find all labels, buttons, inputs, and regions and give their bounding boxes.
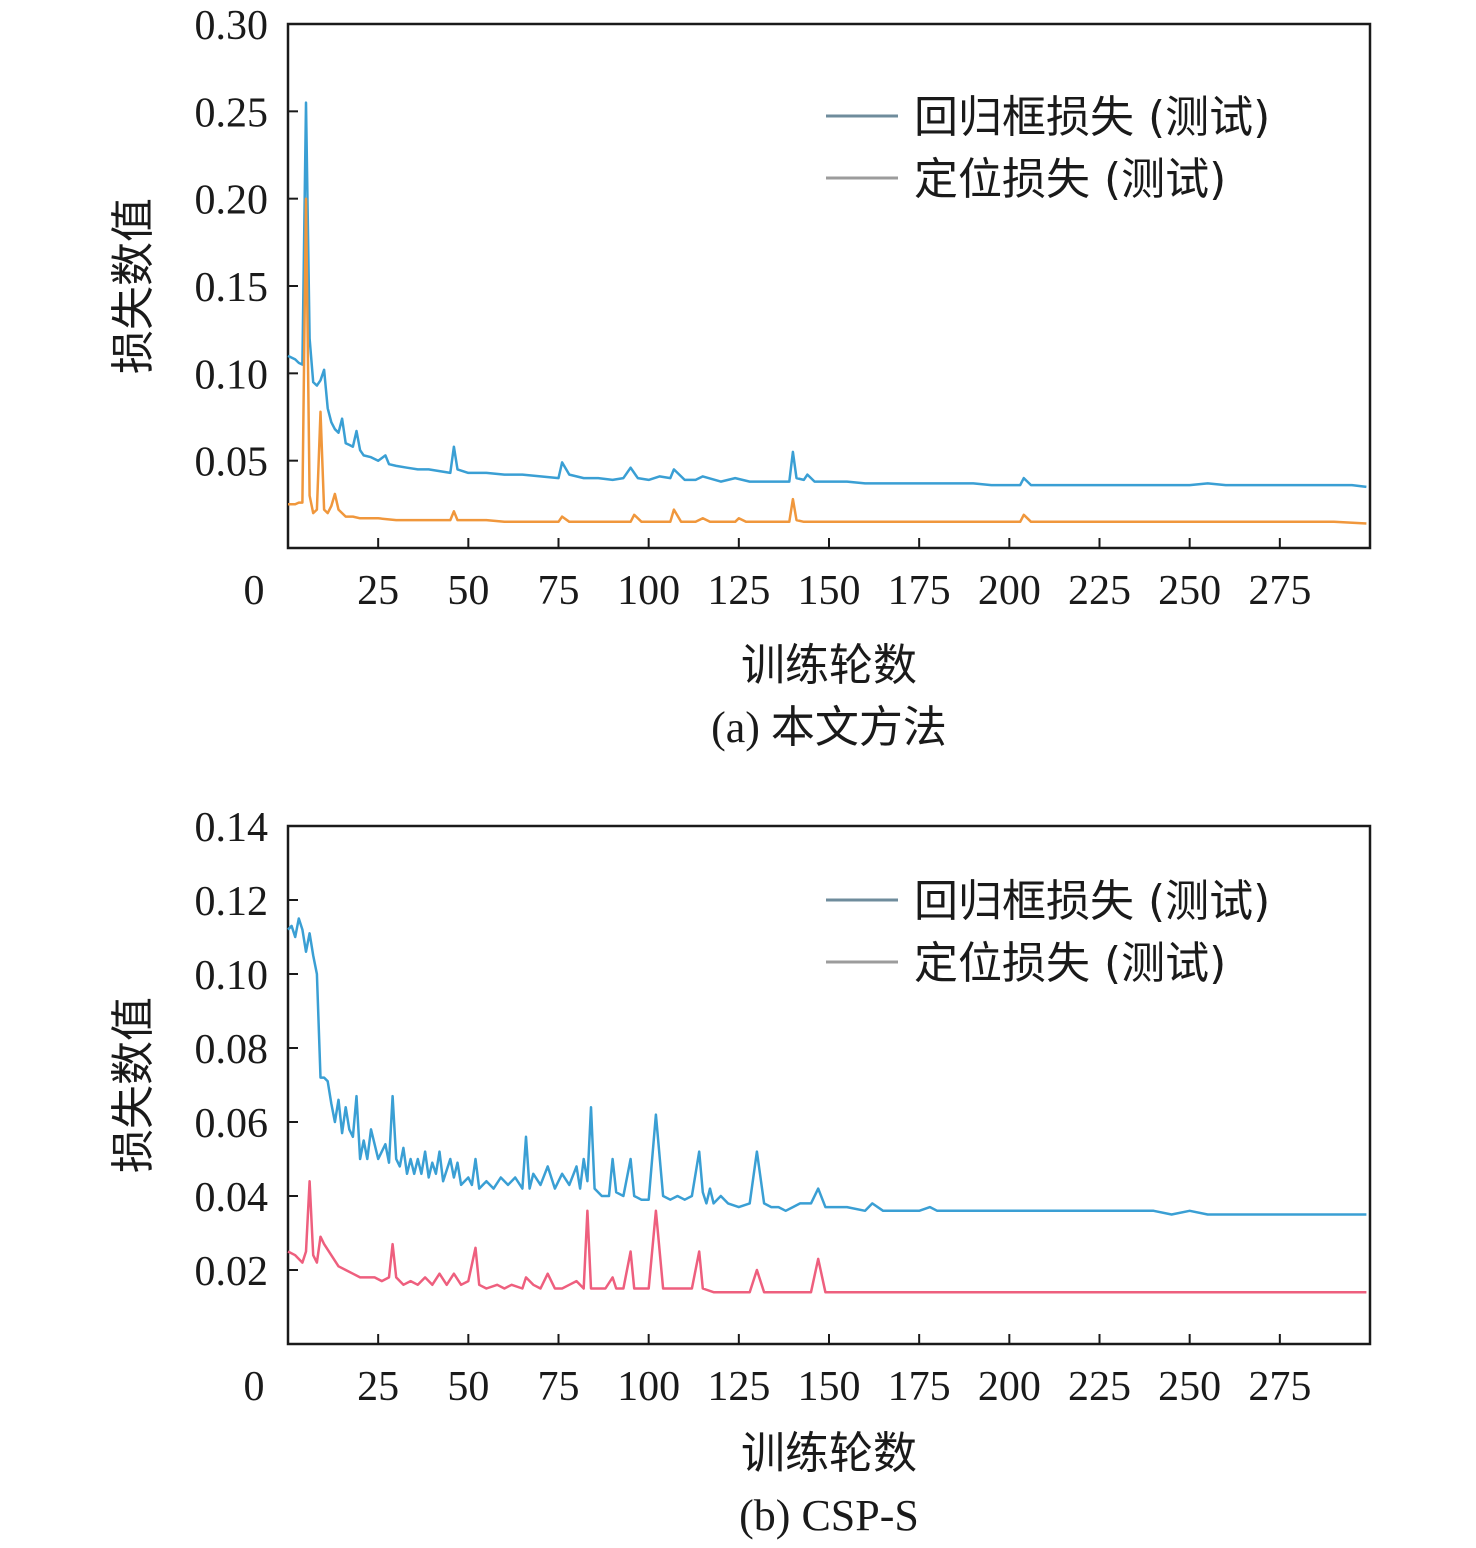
x-tick-label: 50 [447,568,489,614]
y-axis-ticks: 0.02 0.04 0.06 0.08 0.10 0.12 0.14 [195,805,298,1295]
x-tick-label: 250 [1158,568,1221,614]
x-tick-label: 175 [888,568,951,614]
y-tick-label: 0.12 [195,879,269,925]
y-axis-label: 损失数值 [108,198,159,374]
x-tick-label: 50 [447,1364,489,1410]
x-axis-ticks: 25 50 75 100 125 150 175 200 225 250 275 [357,1334,1311,1410]
x-tick-label: 225 [1068,568,1131,614]
legend-entry-0: 回归框损失 (测试) [914,92,1270,143]
x-axis-label: 训练轮数 [741,1428,917,1479]
x-axis-label: 训练轮数 [741,640,917,691]
legend-entry-1: 定位损失 (测试) [914,938,1226,989]
y-tick-label: 0.25 [195,90,269,136]
series-line-1 [287,1179,1367,1294]
x-tick-label: 275 [1248,568,1311,614]
x-tick-label: 25 [357,568,399,614]
x-tick-label: 200 [978,1364,1041,1410]
legend-entry-0: 回归框损失 (测试) [914,876,1270,927]
legend-entry-1: 定位损失 (测试) [914,154,1226,205]
x-origin-label: 0 [244,1364,265,1410]
x-tick-label: 125 [707,568,770,614]
y-tick-label: 0.04 [195,1175,269,1221]
chart-caption: (b) CSP-S [739,1491,919,1540]
y-tick-label: 0.20 [195,178,269,224]
y-tick-label: 0.08 [195,1027,269,1073]
x-tick-label: 200 [978,568,1041,614]
y-tick-label: 0.06 [195,1101,269,1147]
y-tick-label: 0.10 [195,953,269,999]
x-tick-label: 250 [1158,1364,1221,1410]
x-origin-label: 0 [244,568,265,614]
x-tick-label: 225 [1068,1364,1131,1410]
legend: 回归框损失 (测试) 定位损失 (测试) [826,876,1270,989]
series-line-0 [287,101,1367,489]
x-tick-label: 100 [617,568,680,614]
y-tick-label: 0.14 [195,805,269,851]
series-line-0 [287,917,1367,1216]
x-tick-label: 275 [1248,1364,1311,1410]
y-tick-label: 0.05 [195,440,269,486]
series-lines [287,917,1367,1294]
x-tick-label: 100 [617,1364,680,1410]
y-tick-label: 0.15 [195,265,269,311]
chart-b: 0.02 0.04 0.06 0.08 0.10 0.12 0.14 25 50 75 100 12… [108,805,1372,1540]
legend: 回归框损失 (测试) 定位损失 (测试) [826,92,1270,205]
y-axis-label: 损失数值 [108,997,159,1173]
x-tick-label: 125 [707,1364,770,1410]
x-tick-label: 75 [538,568,580,614]
x-tick-label: 25 [357,1364,399,1410]
series-line-1 [288,197,1367,525]
y-tick-label: 0.02 [195,1249,269,1295]
y-axis-ticks: 0.05 0.10 0.15 0.20 0.25 0.30 [195,3,298,486]
x-tick-label: 150 [798,1364,861,1410]
x-tick-label: 150 [798,568,861,614]
chart-caption: (a) 本文方法 [711,703,947,752]
x-tick-label: 175 [888,1364,951,1410]
y-tick-label: 0.10 [195,352,269,398]
x-axis-ticks: 25 50 75 100 125 150 175 200 225 250 275 [357,538,1311,614]
x-tick-label: 75 [538,1364,580,1410]
chart-a: 0.05 0.10 0.15 0.20 0.25 0.30 25 50 75 100 125 150… [108,3,1372,752]
y-tick-label: 0.30 [195,3,269,49]
series-lines [287,101,1367,525]
